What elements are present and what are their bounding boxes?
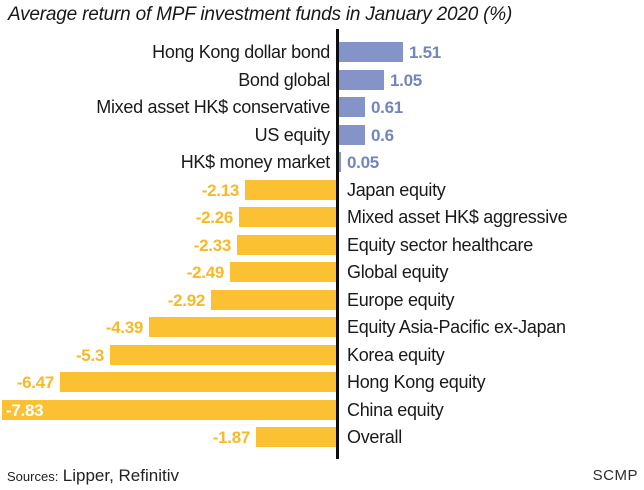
positive-bar <box>339 152 341 172</box>
value-label: -4.39 <box>105 318 144 337</box>
category-label: Overall <box>347 427 402 447</box>
chart-row: Korea equity -5.3 <box>0 344 644 365</box>
category-label: Global equity <box>347 262 449 282</box>
sources-note: Sources: Lipper, Refinitiv <box>7 466 179 486</box>
value-label: 0.6 <box>371 125 394 145</box>
chart-row: Equity Asia-Pacific ex-Japan -4.39 <box>0 317 644 337</box>
negative-bar <box>230 262 336 282</box>
chart-row: Bond global 1.05 <box>0 69 644 90</box>
value-label: -2.13 <box>201 180 240 200</box>
negative-bar <box>60 372 336 392</box>
sources-value: Lipper, Refinitiv <box>62 466 179 485</box>
category-label: China equity <box>347 399 444 420</box>
chart-row: Japan equity -2.13 <box>0 179 644 200</box>
category-label: Korea equity <box>347 344 445 365</box>
value-label: 1.51 <box>409 43 441 62</box>
chart-row: US equity 0.6 <box>0 124 644 145</box>
chart-row: Hong Kong dollar bond 1.51 <box>0 42 644 62</box>
category-label: Bond global <box>238 69 330 90</box>
category-label: US equity <box>254 124 331 145</box>
value-label: 1.05 <box>390 70 422 90</box>
value-label: -7.83 <box>6 400 44 420</box>
chart-row: Overall -1.87 <box>0 427 644 447</box>
value-label: -6.47 <box>16 373 55 392</box>
value-label: -2.26 <box>195 208 234 227</box>
chart-row: Global equity -2.49 <box>0 262 644 282</box>
category-label: Mixed asset HK$ conservative <box>96 97 330 117</box>
category-label: Hong Kong equity <box>347 372 486 392</box>
axis-line <box>336 29 339 459</box>
category-label: Mixed asset HK$ aggressive <box>347 207 568 227</box>
value-label: 0.05 <box>347 153 379 172</box>
category-label: Equity sector healthcare <box>347 234 533 255</box>
value-label: -5.3 <box>75 345 104 365</box>
chart-row: Europe equity -2.92 <box>0 289 644 310</box>
category-label: HK$ money market <box>180 152 331 172</box>
category-label: Equity Asia-Pacific ex-Japan <box>347 317 566 337</box>
chart-row: Mixed asset HK$ conservative 0.61 <box>0 97 644 117</box>
chart-title: Average return of MPF investment funds i… <box>8 4 513 25</box>
value-label: -2.49 <box>186 263 225 282</box>
value-label: -2.92 <box>167 290 206 310</box>
category-label: Hong Kong dollar bond <box>152 42 330 62</box>
category-label: Europe equity <box>347 289 455 310</box>
chart-row: China equity -7.83 <box>0 399 644 420</box>
negative-bar <box>237 234 336 255</box>
negative-bar <box>256 427 336 447</box>
value-label: 0.61 <box>371 98 403 117</box>
positive-bar <box>339 69 384 90</box>
negative-bar <box>211 289 336 310</box>
negative-bar <box>239 207 336 227</box>
chart-row: Hong Kong equity -6.47 <box>0 372 644 392</box>
negative-bar <box>2 399 336 420</box>
chart-row: HK$ money market 0.05 <box>0 152 644 172</box>
category-label: Japan equity <box>347 179 446 200</box>
positive-bar <box>339 42 403 62</box>
negative-bar <box>245 179 336 200</box>
positive-bar <box>339 97 365 117</box>
chart-row: Mixed asset HK$ aggressive -2.26 <box>0 207 644 227</box>
credit-label: SCMP <box>592 467 638 484</box>
negative-bar <box>110 344 336 365</box>
negative-bar <box>149 317 336 337</box>
value-label: -1.87 <box>212 428 251 447</box>
positive-bar <box>339 124 365 145</box>
value-label: -2.33 <box>193 235 232 255</box>
sources-label: Sources: <box>7 469 59 484</box>
chart-row: Equity sector healthcare -2.33 <box>0 234 644 255</box>
